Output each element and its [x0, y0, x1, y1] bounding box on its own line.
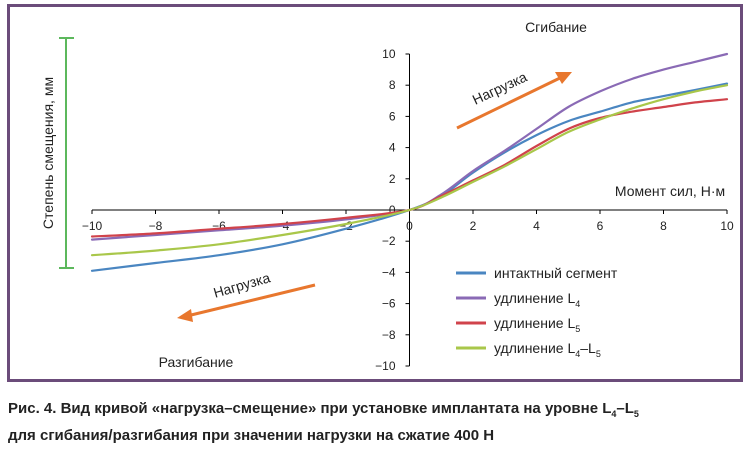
legend-entry: удлинение L4–L5 — [494, 340, 601, 359]
y-tick-label: 0 — [389, 203, 396, 217]
y-tick-label: −6 — [382, 297, 396, 311]
x-tick-label: 6 — [597, 219, 604, 233]
caption-line-2: для сгибания/разгибания при значении наг… — [8, 427, 495, 444]
x-tick-label: 4 — [533, 219, 540, 233]
x-tick-label: −10 — [82, 219, 103, 233]
y-tick-label: 10 — [382, 47, 396, 61]
series-lines — [90, 52, 729, 272]
y-tick-label: −8 — [382, 328, 396, 342]
y-tick-label: −2 — [382, 234, 396, 248]
figure-caption: Рис. 4. Вид кривой «нагрузка–смещение» п… — [8, 398, 748, 447]
load-arrow-down — [177, 283, 316, 322]
flexion-label: Сгибание — [525, 19, 587, 35]
y-tick-label: 4 — [389, 141, 396, 155]
legend: интактный сегмент удлинение L4 удлинение L… — [456, 265, 618, 359]
annotations: Степень смещения, мм Сгибание Разгибание… — [40, 19, 725, 370]
load-arrow-up — [456, 72, 572, 130]
legend-entry: удлинение L4 — [494, 290, 580, 309]
figure-frame: −10 −8 −6 −4 −2 0 2 4 6 8 10 10 8 6 4 2 0 −2 −4 −6 −8 −10 Сте… — [7, 4, 743, 382]
legend-entry: интактный сегмент — [494, 265, 618, 281]
legend-entry: удлинение L5 — [494, 315, 580, 334]
load-label-upper: Нагрузка — [470, 68, 530, 107]
x-tick-label: −8 — [149, 219, 163, 233]
x-tick-label: 2 — [470, 219, 477, 233]
y-tick-label: 2 — [389, 172, 396, 186]
x-tick-label: 8 — [660, 219, 667, 233]
y-axis-label: Степень смещения, мм — [40, 77, 56, 229]
caption-line-1: Рис. 4. Вид кривой «нагрузка–смещение» п… — [8, 400, 639, 419]
x-tick-label: 10 — [720, 219, 734, 233]
x-tick-label: 0 — [406, 219, 413, 233]
series-line-l5 — [90, 98, 729, 238]
series-line-l4 — [90, 52, 729, 241]
y-tick-label: −4 — [382, 265, 396, 279]
series-line-intact — [90, 82, 729, 272]
y-tick-label: −10 — [375, 359, 396, 373]
y-tick-label: 8 — [389, 78, 396, 92]
load-label-lower: Нагрузка — [212, 269, 273, 301]
x-axis-label: Момент сил, Н·м — [615, 183, 725, 199]
extension-label: Разгибание — [159, 354, 234, 370]
series-line-l4-l5 — [90, 84, 729, 257]
y-tick-label: 6 — [389, 109, 396, 123]
